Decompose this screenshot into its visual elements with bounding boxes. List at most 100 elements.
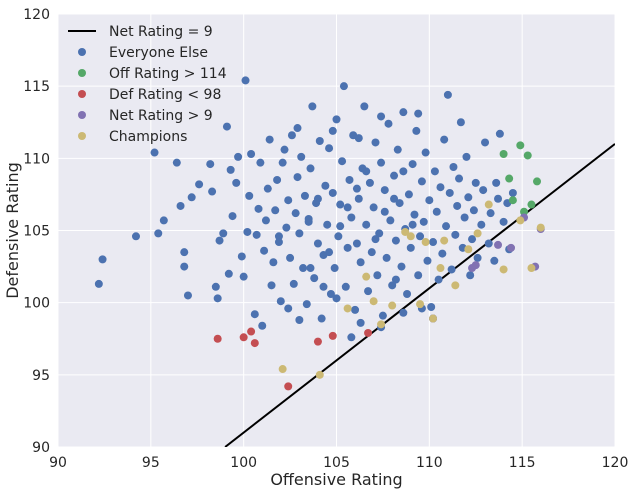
data-point: [343, 243, 352, 252]
data-point: [371, 235, 380, 244]
data-point: [438, 249, 447, 258]
data-point: [323, 220, 332, 229]
data-point: [274, 232, 283, 241]
data-point: [404, 190, 413, 199]
x-tick-label: 110: [416, 455, 443, 471]
data-point: [473, 229, 482, 238]
data-point: [332, 115, 341, 124]
data-point: [237, 252, 246, 261]
data-point: [347, 333, 356, 342]
data-point: [421, 238, 430, 247]
data-point: [315, 370, 324, 379]
data-point: [414, 271, 423, 280]
data-point: [310, 274, 319, 283]
data-point: [380, 207, 389, 216]
data-point: [293, 124, 302, 133]
data-point: [261, 216, 270, 225]
data-point: [315, 137, 324, 146]
data-point: [486, 209, 495, 218]
data-point: [339, 82, 348, 91]
data-point: [393, 145, 402, 154]
data-point: [365, 178, 374, 187]
data-point: [247, 327, 256, 336]
data-point: [440, 135, 449, 144]
legend-label: Net Rating = 9: [109, 24, 213, 40]
data-point: [274, 238, 283, 247]
data-point: [456, 118, 465, 127]
data-point: [172, 158, 181, 167]
data-point: [354, 194, 363, 203]
data-point: [412, 126, 421, 135]
data-point: [332, 294, 341, 303]
data-point: [228, 212, 237, 221]
y-tick-label: 110: [23, 151, 50, 167]
data-point: [399, 308, 408, 317]
data-point: [408, 220, 417, 229]
data-point: [481, 138, 490, 147]
data-point: [386, 216, 395, 225]
data-point: [345, 175, 354, 184]
data-point: [326, 290, 335, 299]
data-point: [254, 204, 263, 213]
data-point: [280, 145, 289, 154]
data-point: [464, 193, 473, 202]
data-point: [243, 227, 252, 236]
legend-label: Champions: [109, 129, 187, 145]
data-point: [328, 331, 337, 340]
data-point: [180, 248, 189, 257]
data-point: [187, 193, 196, 202]
data-point: [484, 200, 493, 209]
data-point: [343, 304, 352, 313]
data-point: [425, 196, 434, 205]
data-point: [399, 167, 408, 176]
data-point: [362, 272, 371, 281]
data-point: [364, 287, 373, 296]
data-point: [449, 162, 458, 171]
data-point: [403, 290, 412, 299]
data-point: [352, 184, 361, 193]
data-points: [94, 76, 545, 391]
data-point: [408, 160, 417, 169]
data-point: [377, 158, 386, 167]
data-point: [219, 229, 228, 238]
data-point: [325, 144, 334, 153]
data-point: [382, 253, 391, 262]
legend-label: Net Rating > 9: [109, 108, 213, 124]
y-axis-label: Defensive Rating: [3, 162, 22, 299]
data-point: [250, 339, 259, 348]
data-point: [447, 265, 456, 274]
data-point: [520, 207, 529, 216]
y-tick-label: 105: [23, 224, 50, 240]
data-point: [356, 258, 365, 267]
data-point: [306, 164, 315, 173]
data-point: [330, 264, 339, 273]
data-point: [195, 180, 204, 189]
data-point: [183, 291, 192, 300]
legend-label: Off Rating > 114: [109, 66, 227, 82]
data-point: [364, 328, 373, 337]
data-point: [395, 199, 404, 208]
data-point: [369, 297, 378, 306]
data-point: [391, 236, 400, 245]
data-point: [325, 248, 334, 257]
data-point: [354, 134, 363, 143]
legend: Net Rating = 9 Everyone Else Off Rating > …: [68, 24, 227, 145]
data-point: [427, 302, 436, 311]
y-tick-label: 100: [23, 296, 50, 312]
data-point: [362, 220, 371, 229]
data-point: [252, 230, 261, 239]
data-point: [490, 256, 499, 265]
data-point: [377, 320, 386, 329]
data-point: [378, 311, 387, 320]
data-point: [390, 171, 399, 180]
data-point: [414, 109, 423, 118]
data-point: [436, 264, 445, 273]
data-point: [536, 223, 545, 232]
x-tick-label: 105: [323, 455, 350, 471]
data-point: [313, 239, 322, 248]
x-tick-label: 120: [602, 455, 629, 471]
data-point: [430, 167, 439, 176]
data-point: [377, 112, 386, 121]
data-point: [471, 178, 480, 187]
